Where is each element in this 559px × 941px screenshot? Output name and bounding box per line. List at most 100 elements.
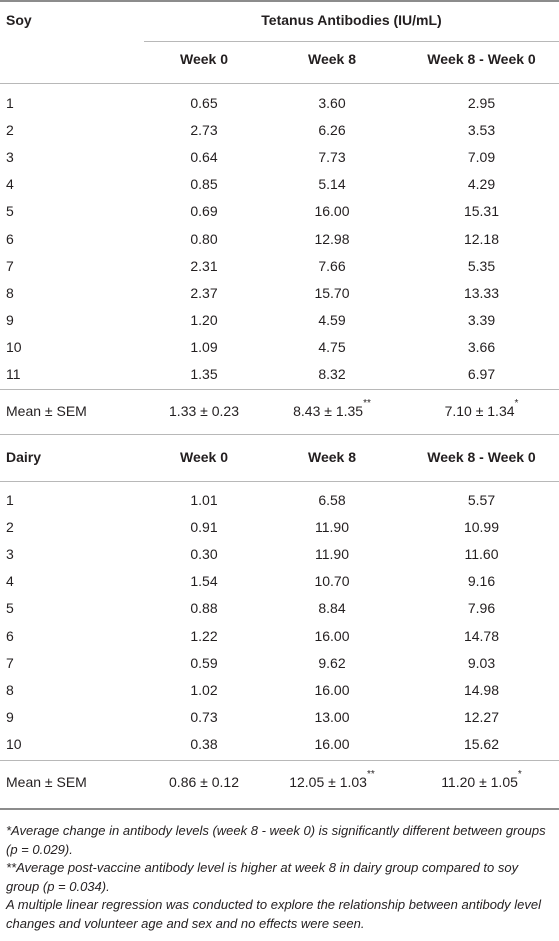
soy-participant-id: 1 — [6, 95, 14, 111]
dairy-participant-id: 2 — [6, 519, 14, 536]
soy-participant-id: 11 — [6, 366, 21, 382]
soy-mean-week8-mark: ** — [363, 398, 371, 409]
dairy-participant-id: 1 — [6, 492, 14, 508]
dairy-mean-label: Mean ± SEM — [6, 774, 87, 790]
dairy-week8-value: 16.00 — [314, 627, 350, 644]
dairy-week0-value: 0.30 — [190, 546, 218, 563]
dairy-mean-diff-value: 11.20 ± 1.05 — [441, 774, 518, 790]
dairy-week0-value: 0.73 — [190, 708, 218, 725]
dairy-table-row: 2 0.91 11.90 10.99 — [0, 515, 559, 539]
soy-participant-id: 7 — [6, 257, 14, 274]
dairy-diff-value: 5.57 — [467, 492, 496, 508]
soy-participant-id: 10 — [6, 338, 22, 355]
dairy-participant-id: 3 — [6, 546, 14, 563]
table-footnotes: *Average change in antibody levels (week… — [6, 822, 554, 933]
span-rule — [144, 41, 559, 42]
dairy-diff-value: 9.16 — [467, 573, 496, 590]
soy-diff-value: 6.97 — [467, 366, 496, 382]
soy-diff-value: 13.33 — [463, 284, 500, 301]
dairy-diff-value: 15.62 — [463, 735, 500, 752]
dairy-table-row: 3 0.30 11.90 11.60 — [0, 542, 559, 566]
soy-participant-id: 2 — [6, 122, 14, 139]
soy-week0-value: 1.09 — [190, 338, 218, 355]
soy-week0-value: 2.37 — [190, 284, 218, 301]
dairy-mean-week8-value: 12.05 ± 1.03 — [289, 774, 367, 790]
dairy-mean-week8-mark: ** — [366, 769, 375, 780]
soy-week0-value: 0.64 — [190, 149, 218, 166]
dairy-column-header-week8: Week 8 — [308, 449, 356, 465]
dairy-table-row: 7 0.59 9.62 9.03 — [0, 651, 559, 675]
soy-table-row: 10 1.09 4.75 3.66 — [0, 335, 559, 359]
group-label-soy: Soy — [6, 12, 32, 28]
soy-table-row: 9 1.20 4.59 3.39 — [0, 308, 559, 332]
soy-table-row: 6 0.80 12.98 12.18 — [0, 227, 559, 251]
dairy-week0-value: 1.02 — [190, 681, 218, 698]
dairy-week8-value: 10.70 — [314, 573, 350, 590]
dairy-week0-value: 0.59 — [190, 654, 218, 671]
soy-diff-value: 5.35 — [467, 257, 496, 274]
header-row-columns: Week 0 Week 8 Week 8 - Week 0 — [0, 47, 559, 71]
dairy-week0-value: 1.01 — [190, 492, 218, 508]
dairy-participant-id: 7 — [6, 654, 14, 671]
dairy-table-row: 4 1.54 10.70 9.16 — [0, 569, 559, 593]
dairy-body-rule — [0, 760, 559, 761]
dairy-diff-value: 14.98 — [463, 681, 500, 698]
dairy-mean-diff: 11.20 ± 1.05* — [404, 769, 559, 794]
dairy-mean-diff-mark: * — [517, 769, 522, 780]
dairy-table-row: 8 1.02 16.00 14.98 — [0, 678, 559, 702]
soy-diff-value: 7.09 — [467, 149, 496, 166]
soy-week8-value: 7.73 — [318, 149, 346, 166]
dairy-column-header-diff: Week 8 - Week 0 — [427, 449, 536, 465]
dairy-diff-value: 10.99 — [463, 519, 500, 536]
dairy-diff-value: 9.03 — [467, 654, 496, 671]
soy-table-row: 2 2.73 6.26 3.53 — [0, 118, 559, 142]
dairy-diff-value: 7.96 — [467, 600, 496, 617]
soy-diff-value: 4.29 — [467, 176, 496, 193]
dairy-participant-id: 4 — [6, 573, 14, 590]
soy-week0-value: 1.20 — [190, 311, 218, 328]
soy-table-row: 3 0.64 7.73 7.09 — [0, 145, 559, 169]
soy-week8-value: 4.59 — [318, 311, 346, 328]
soy-table-row: 5 0.69 16.00 15.31 — [0, 199, 559, 223]
soy-mean-diff-value: 7.10 ± 1.34 — [444, 403, 515, 419]
soy-mean-row: Mean ± SEM 1.33 ± 0.23 8.43 ± 1.35** 7.1… — [0, 398, 559, 423]
soy-week0-value: 1.35 — [190, 366, 218, 382]
dairy-diff-value: 12.27 — [463, 708, 500, 725]
column-span-title: Tetanus Antibodies (IU/mL) — [261, 12, 442, 28]
dairy-week8-value: 16.00 — [314, 735, 350, 752]
dairy-mean-row: Mean ± SEM 0.86 ± 0.12 12.05 ± 1.03** 11… — [0, 769, 559, 794]
soy-mean-week8-value: 8.43 ± 1.35 — [293, 403, 364, 419]
soy-mean-label: Mean ± SEM — [6, 403, 87, 419]
dairy-week8-value: 13.00 — [314, 708, 350, 725]
soy-diff-value: 3.39 — [467, 311, 496, 328]
soy-week8-value: 12.98 — [314, 230, 350, 247]
dairy-week8-value: 16.00 — [314, 681, 350, 698]
soy-participant-id: 5 — [6, 203, 14, 220]
soy-week0-value: 0.69 — [190, 203, 218, 220]
dairy-mean-week0: 0.86 ± 0.12 — [169, 774, 239, 790]
dairy-table-row: 10 0.38 16.00 15.62 — [0, 732, 559, 756]
dairy-column-header-week0: Week 0 — [180, 449, 228, 465]
soy-mean-diff: 7.10 ± 1.34* — [404, 398, 559, 423]
soy-diff-value: 2.95 — [467, 95, 496, 111]
soy-mean-diff-mark: * — [514, 398, 519, 409]
soy-diff-value: 3.53 — [467, 122, 496, 139]
footnote-1: *Average change in antibody levels (week… — [6, 823, 546, 857]
soy-week8-value: 4.75 — [318, 338, 346, 355]
dairy-week8-value: 11.90 — [315, 546, 349, 563]
dairy-week0-value: 0.38 — [190, 735, 218, 752]
soy-week8-value: 16.00 — [314, 203, 350, 220]
soy-week0-value: 0.85 — [190, 176, 218, 193]
soy-table-row: 4 0.85 5.14 4.29 — [0, 172, 559, 196]
soy-week0-value: 0.65 — [190, 95, 218, 111]
soy-participant-id: 6 — [6, 230, 14, 247]
soy-week0-value: 0.80 — [190, 230, 218, 247]
soy-week0-value: 2.31 — [190, 257, 218, 274]
soy-table-row: 8 2.37 15.70 13.33 — [0, 281, 559, 305]
soy-week8-value: 3.60 — [318, 95, 346, 111]
soy-table-row: 7 2.31 7.66 5.35 — [0, 254, 559, 278]
soy-diff-value: 15.31 — [463, 203, 500, 220]
dairy-week8-value: 6.58 — [318, 492, 346, 508]
soy-table-row: 1 0.65 3.60 2.95 — [0, 91, 559, 115]
